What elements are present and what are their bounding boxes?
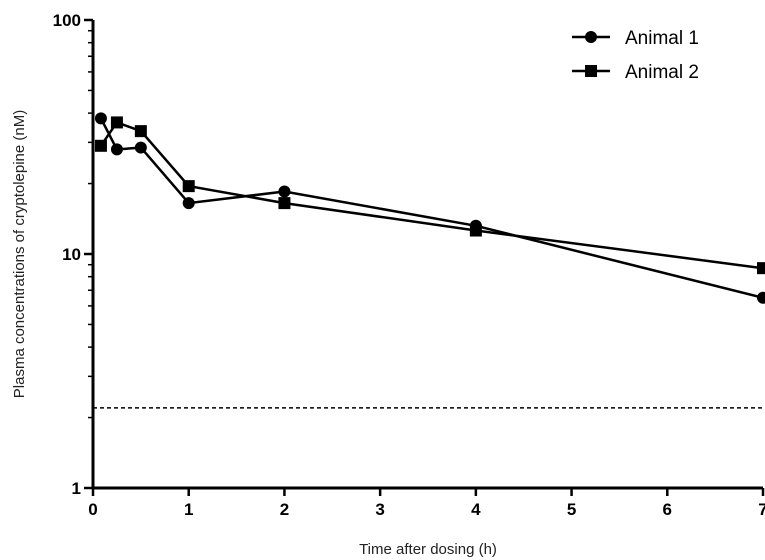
data-point: [469, 224, 482, 237]
x-tick-label: 2: [280, 500, 289, 519]
y-tick-label: 1: [72, 479, 81, 498]
x-axis-title: Time after dosing (h): [359, 541, 497, 558]
data-point: [134, 141, 147, 154]
data-point: [182, 197, 195, 210]
x-tick-label: 0: [88, 500, 97, 519]
legend-item: Animal 2: [572, 62, 699, 83]
data-point: [94, 139, 107, 152]
y-tick-label: 100: [53, 11, 81, 30]
legend-marker: [585, 65, 597, 77]
legend-label: Animal 2: [625, 62, 699, 83]
y-axis-title: Plasma concentrations of cryptolepine (n…: [11, 110, 28, 398]
y-tick-label: 10: [62, 245, 81, 264]
legend-item: Animal 1: [572, 28, 699, 49]
data-point: [757, 291, 765, 304]
legend-label: Animal 1: [625, 28, 699, 49]
series-line: [99, 120, 764, 270]
series-1: [94, 112, 765, 304]
x-tick-label: 1: [184, 500, 193, 519]
data-point: [757, 262, 765, 275]
series-2: [94, 116, 765, 275]
data-point: [110, 116, 123, 129]
legend: Animal 1 Animal 2: [572, 28, 699, 83]
data-point: [110, 143, 123, 156]
x-tick-label: 6: [663, 500, 672, 519]
x-tick-label: 4: [471, 500, 481, 519]
data-point: [134, 125, 147, 138]
x-tick-label: 5: [567, 500, 576, 519]
data-point: [278, 185, 291, 198]
x-tick-label: 3: [375, 500, 384, 519]
x-tick-label: 7: [758, 500, 765, 519]
ticks: [84, 18, 765, 496]
data-point: [94, 112, 107, 125]
series-line: [99, 117, 764, 300]
data-point: [182, 180, 195, 193]
data-point: [278, 197, 291, 210]
legend-marker: [585, 31, 597, 43]
series-layer: [94, 112, 765, 304]
